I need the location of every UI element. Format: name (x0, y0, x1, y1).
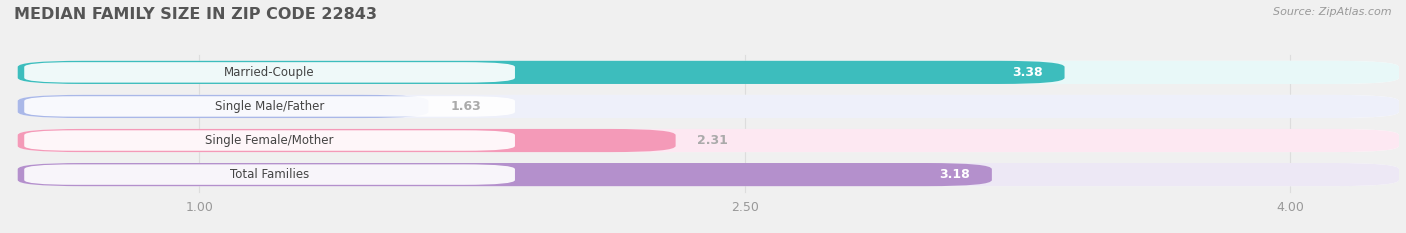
FancyBboxPatch shape (18, 61, 1064, 84)
FancyBboxPatch shape (24, 62, 515, 83)
FancyBboxPatch shape (18, 61, 1399, 84)
Text: Source: ZipAtlas.com: Source: ZipAtlas.com (1274, 7, 1392, 17)
FancyBboxPatch shape (18, 95, 1399, 118)
FancyBboxPatch shape (18, 95, 1399, 118)
FancyBboxPatch shape (18, 163, 991, 186)
Text: Married-Couple: Married-Couple (225, 66, 315, 79)
FancyBboxPatch shape (18, 163, 1399, 186)
Text: Single Male/Father: Single Male/Father (215, 100, 325, 113)
FancyBboxPatch shape (18, 163, 1399, 186)
FancyBboxPatch shape (18, 61, 1399, 84)
Text: MEDIAN FAMILY SIZE IN ZIP CODE 22843: MEDIAN FAMILY SIZE IN ZIP CODE 22843 (14, 7, 377, 22)
FancyBboxPatch shape (24, 164, 515, 185)
Text: 1.63: 1.63 (450, 100, 481, 113)
FancyBboxPatch shape (18, 129, 676, 152)
Text: 3.18: 3.18 (939, 168, 970, 181)
FancyBboxPatch shape (24, 130, 515, 151)
Text: Total Families: Total Families (231, 168, 309, 181)
FancyBboxPatch shape (18, 95, 429, 118)
Text: 2.31: 2.31 (697, 134, 728, 147)
Text: Single Female/Mother: Single Female/Mother (205, 134, 333, 147)
FancyBboxPatch shape (24, 96, 515, 117)
FancyBboxPatch shape (18, 129, 1399, 152)
Text: 3.38: 3.38 (1012, 66, 1043, 79)
FancyBboxPatch shape (18, 129, 1399, 152)
